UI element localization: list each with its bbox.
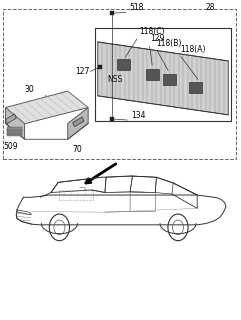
Bar [7, 127, 22, 130]
Bar [7, 133, 22, 136]
Bar [3, 9, 235, 159]
Text: 30: 30 [25, 84, 34, 93]
Bar [146, 68, 159, 80]
Polygon shape [73, 117, 84, 127]
Bar [7, 132, 22, 134]
Text: 28: 28 [206, 4, 215, 12]
Text: 509: 509 [3, 142, 18, 151]
Text: 118(C): 118(C) [139, 27, 165, 36]
Polygon shape [6, 108, 25, 139]
Text: 134: 134 [131, 111, 145, 120]
Text: NSS: NSS [107, 75, 123, 84]
Bar [163, 74, 176, 85]
Bar [7, 130, 22, 133]
Text: 518: 518 [130, 3, 144, 12]
Text: 118(A): 118(A) [180, 45, 205, 54]
Polygon shape [68, 108, 88, 139]
Bar [117, 59, 130, 70]
Polygon shape [6, 114, 16, 124]
Polygon shape [6, 91, 88, 124]
Bar [7, 129, 22, 131]
Bar [95, 28, 231, 121]
Text: 118(B): 118(B) [157, 39, 182, 48]
Bar [189, 82, 202, 93]
Text: 127: 127 [75, 67, 89, 76]
Polygon shape [98, 42, 228, 115]
Text: 129: 129 [150, 34, 164, 43]
Text: 70: 70 [73, 145, 82, 154]
